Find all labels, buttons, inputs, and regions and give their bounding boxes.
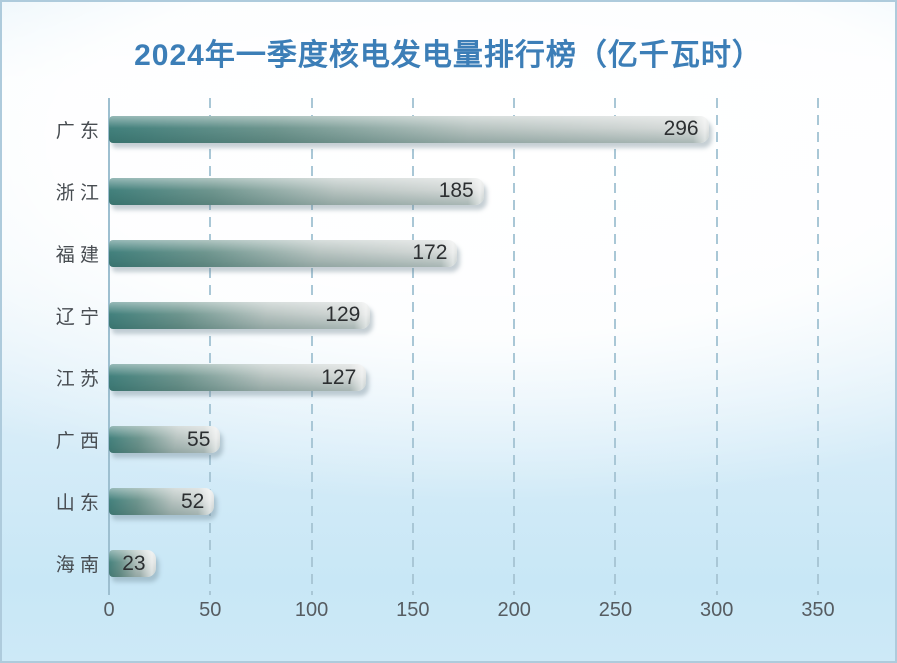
bar: 23 — [109, 550, 156, 578]
gridline — [209, 98, 212, 595]
bar-rows: 广 东 296 浙 江 185 福 建 172 辽 宁 129 江 苏 127 … — [56, 98, 818, 595]
gridline — [411, 98, 414, 595]
bar: 185 — [109, 177, 484, 205]
bar-row: 广 西 55 — [56, 409, 818, 471]
bar-value-label: 296 — [663, 117, 699, 141]
gridline — [513, 98, 516, 595]
gridline — [310, 98, 313, 595]
x-axis-tick-label: 250 — [598, 599, 633, 621]
bar: 172 — [109, 239, 458, 267]
bar-value-label: 55 — [187, 427, 211, 451]
x-axis-tick-label: 50 — [199, 599, 222, 621]
x-axis-tick-label: 300 — [700, 599, 734, 621]
category-label: 山 东 — [55, 493, 99, 515]
gridline — [817, 98, 819, 595]
bar: 55 — [109, 426, 221, 454]
x-axis: 0 50 100 150 200 250 300 350 — [103, 599, 834, 625]
x-axis-tick-label: 100 — [294, 599, 329, 621]
y-axis-line — [108, 98, 110, 595]
category-label: 广 东 — [55, 120, 99, 142]
bar: 296 — [109, 115, 709, 143]
bar-value-label: 185 — [438, 179, 474, 203]
category-label: 广 西 — [55, 431, 99, 453]
category-label: 浙 江 — [55, 182, 99, 204]
bar-row: 江 苏 127 — [56, 347, 818, 409]
x-axis-tick-label: 350 — [801, 599, 835, 621]
bar-row: 山 东 52 — [56, 471, 818, 533]
bar-row: 浙 江 185 — [56, 160, 818, 222]
gridline — [614, 98, 617, 595]
bar-value-label: 129 — [325, 303, 361, 327]
plot-area: 广 东 296 浙 江 185 福 建 172 辽 宁 129 江 苏 127 … — [56, 98, 819, 595]
category-label: 江 苏 — [55, 369, 99, 391]
x-axis-tick-label: 0 — [103, 599, 115, 621]
bar-value-label: 52 — [180, 489, 205, 513]
bar-row: 福 建 172 — [56, 222, 818, 284]
bar: 52 — [109, 488, 215, 516]
category-label: 海 南 — [55, 555, 99, 577]
bar-value-label: 23 — [122, 551, 146, 575]
bar-value-label: 172 — [412, 241, 448, 265]
bar: 129 — [109, 301, 371, 329]
gridline — [715, 98, 718, 595]
category-label: 福 建 — [55, 244, 99, 266]
x-axis-tick-label: 200 — [497, 599, 531, 621]
x-axis-tick-label: 150 — [396, 599, 430, 621]
bar: 127 — [109, 364, 367, 392]
bar-row: 海 南 23 — [56, 533, 818, 595]
bar-row: 广 东 296 — [56, 98, 818, 160]
category-label: 辽 宁 — [55, 306, 99, 328]
chart-title: 2024年一季度核电发电量排行榜（亿千瓦时） — [134, 39, 763, 72]
bar-value-label: 127 — [321, 365, 357, 389]
bar-row: 辽 宁 129 — [56, 284, 818, 346]
